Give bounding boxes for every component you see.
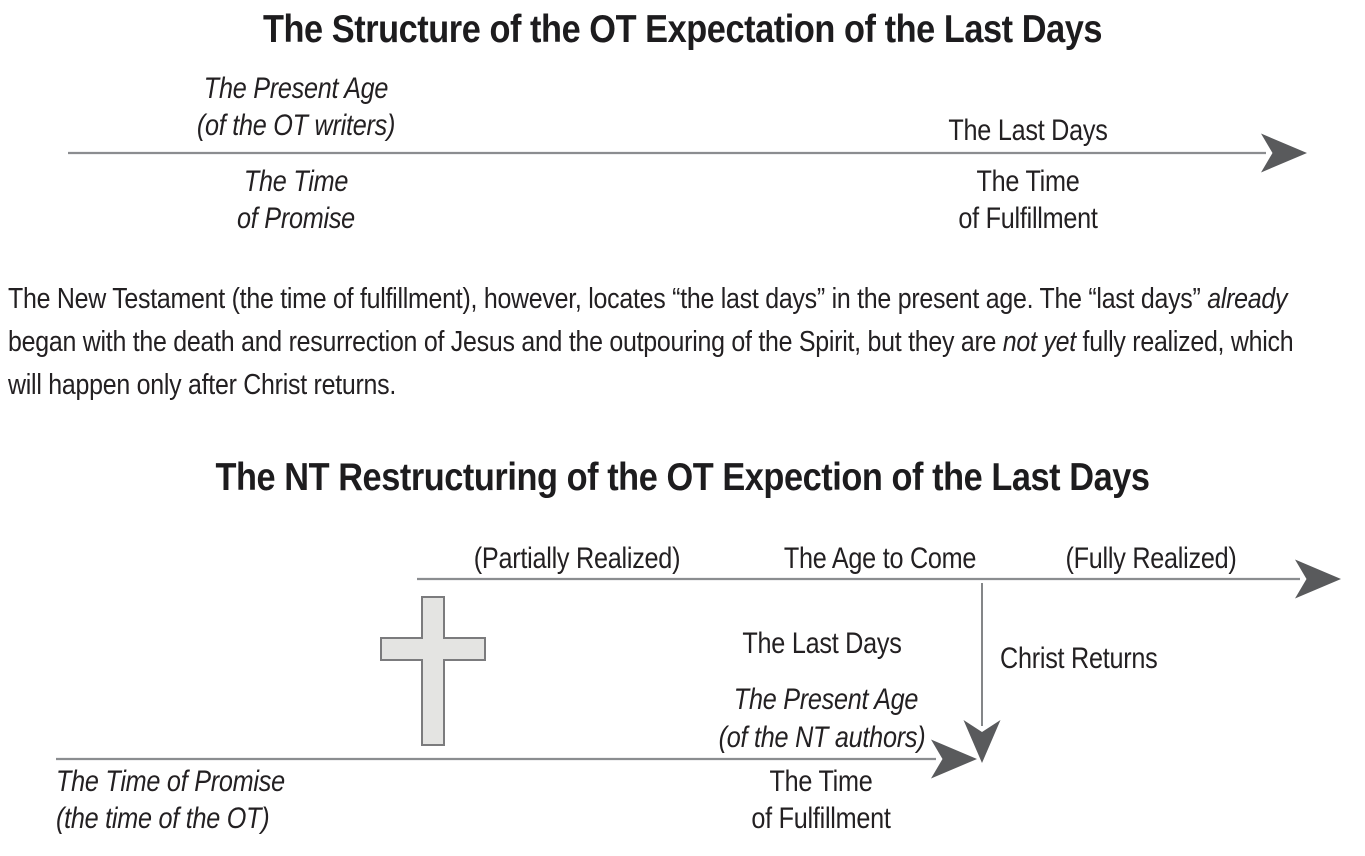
diagram2-time-of-promise-label: The Time of Promise (the time of the OT) [56,763,285,837]
diagram1-title: The Structure of the OT Expectation of t… [262,8,1103,51]
present-age-arrowhead-icon [931,739,977,779]
paragraph-text: fully realized, which [1075,326,1294,358]
paragraph-italic-already: already [1207,283,1288,315]
diagram2-christ-returns-label: Christ Returns [1000,642,1158,675]
time-of-promise-line2: of Promise [237,202,355,235]
time-of-fulfillment-line1: The Time [769,765,873,798]
ot-timeline-arrowhead-icon [1261,133,1307,173]
paragraph-italic-not-yet: not yet [1002,326,1076,358]
diagram2-partially-realized-label: (Partially Realized) [473,542,681,575]
paragraph-text: will happen only after Christ returns. [8,369,397,401]
diagram2-age-to-come-label: The Age to Come [783,542,977,575]
body-paragraph-line3: will happen only after Christ returns. [8,369,396,402]
diagram2-fully-realized-label: (Fully Realized) [1065,542,1237,575]
present-age-line1: The Present Age [203,72,389,105]
diagram1-time-of-promise-label: The Time of Promise [120,163,473,237]
christ-returns-arrowhead-icon [963,720,1001,763]
diagram2-time-of-fulfillment-label: The Time of Fulfillment [645,763,998,837]
time-of-fulfillment-line2: of Fulfillment [751,802,891,835]
time-of-fulfillment-line2: of Fulfillment [958,202,1098,235]
paragraph-text: The New Testament (the time of fulfillme… [8,283,1208,315]
age-to-come-arrowhead-icon [1295,559,1341,599]
time-of-fulfillment-line1: The Time [976,165,1080,198]
time-of-promise-line2: (the time of the OT) [56,802,270,835]
body-paragraph-line2: began with the death and resurrection of… [8,326,1294,359]
latin-cross-icon [380,596,486,746]
diagram1-present-age-label: The Present Age (of the OT writers) [120,70,473,144]
time-of-promise-line1: The Time [243,165,349,198]
body-paragraph-line1: The New Testament (the time of fulfillme… [8,283,1287,316]
present-age-line2: (of the OT writers) [196,109,396,142]
time-of-promise-line1: The Time of Promise [56,765,285,798]
diagram2-last-days-label: The Last Days [742,627,902,660]
paragraph-text: began with the death and resurrection of… [8,326,1003,358]
diagram2-title: The NT Restructuring of the OT Expection… [215,456,1150,499]
diagram2-present-age-label: The Present Age [733,683,919,716]
diagram1-last-days-label: The Last Days [948,114,1108,147]
diagram1-time-of-fulfillment-label: The Time of Fulfillment [852,163,1205,237]
diagram2-nt-authors-label: (of the NT authors) [718,721,926,754]
